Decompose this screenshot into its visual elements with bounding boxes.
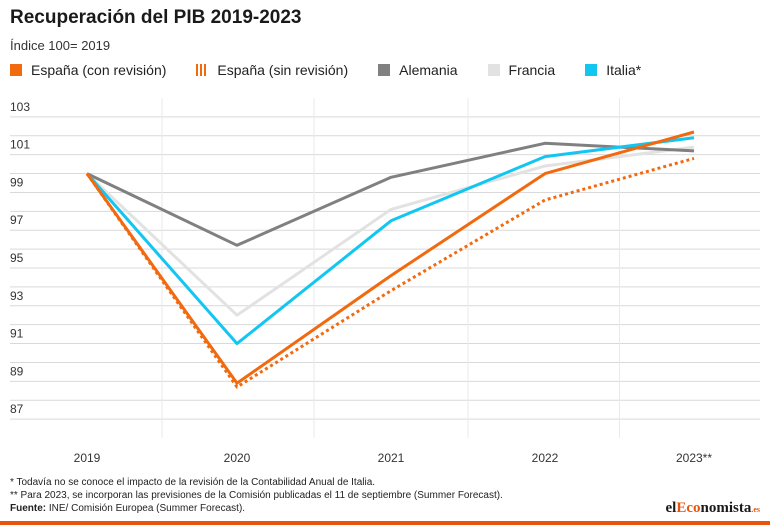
y-tick-label: 103 [10,100,30,114]
source-label: Fuente: [10,503,47,514]
legend: España (con revisión) España (sin revisió… [10,60,671,80]
x-tick-label: 2019 [74,451,101,465]
y-tick-label: 93 [10,289,24,303]
legend-item-espana-con-revision: España (con revisión) [10,62,166,78]
series-line-francia [85,145,695,317]
series-line-espana-sin-revision [85,156,695,389]
series-line-italia [85,136,695,346]
x-tick-label: 2020 [224,451,251,465]
y-tick-label: 99 [10,175,24,189]
legend-swatch [378,64,391,76]
legend-swatch [10,64,22,76]
y-tick-label: 91 [10,327,24,341]
legend-item-alemania: Alemania [378,62,458,78]
legend-swatch [487,64,500,76]
footnote-italy: * Todavía no se conoce el impacto de la … [10,477,376,488]
legend-item-italia: Italia* [585,62,641,78]
chart-title: Recuperación del PIB 2019-2023 [10,7,302,28]
x-tick-label: 2021 [378,451,405,465]
eleconomista-logo: elEconomista.es [665,500,760,517]
source-line: Fuente: INE/ Comisión Europea (Summer Fo… [10,502,503,515]
chart-subtitle: Índice 100= 2019 [10,38,111,53]
legend-item-francia: Francia [487,62,556,78]
source-text: INE/ Comisión Europea (Summer Forecast). [46,503,246,514]
legend-label: Italia* [606,62,642,78]
legend-label: España (sin revisión) [217,62,349,78]
series-line-espana-con-revision [85,130,695,385]
x-tick-label: 2023** [676,451,712,465]
logo-part-nomista: nomista [700,500,752,516]
legend-swatch [196,64,209,76]
series-line-alemania [86,141,695,247]
footnote-2023: ** Para 2023, se incorporan las previsio… [10,490,503,501]
y-tick-label: 89 [10,364,24,378]
line-chart: 103 101 99 97 95 93 91 89 87 2019 2020 2021 2022 2023… [10,98,760,465]
footnotes: * Todavía no se conoce el impacto de la … [10,476,503,515]
y-tick-label: 97 [10,213,24,227]
logo-part-el: el [665,500,677,516]
y-tick-label: 87 [10,402,24,416]
legend-swatch [585,64,598,76]
legend-label: Alemania [399,62,458,78]
legend-label: Francia [508,62,556,78]
bottom-accent-bar [0,521,770,525]
y-tick-label: 95 [10,251,24,265]
logo-tld: .es [751,505,760,514]
logo-part-eco: Eco [676,500,701,516]
legend-item-espana-sin-revision: España (sin revisión) [196,62,348,78]
x-tick-label: 2022 [532,451,559,465]
y-tick-label: 101 [10,138,30,152]
legend-label: España (con revisión) [31,62,167,78]
